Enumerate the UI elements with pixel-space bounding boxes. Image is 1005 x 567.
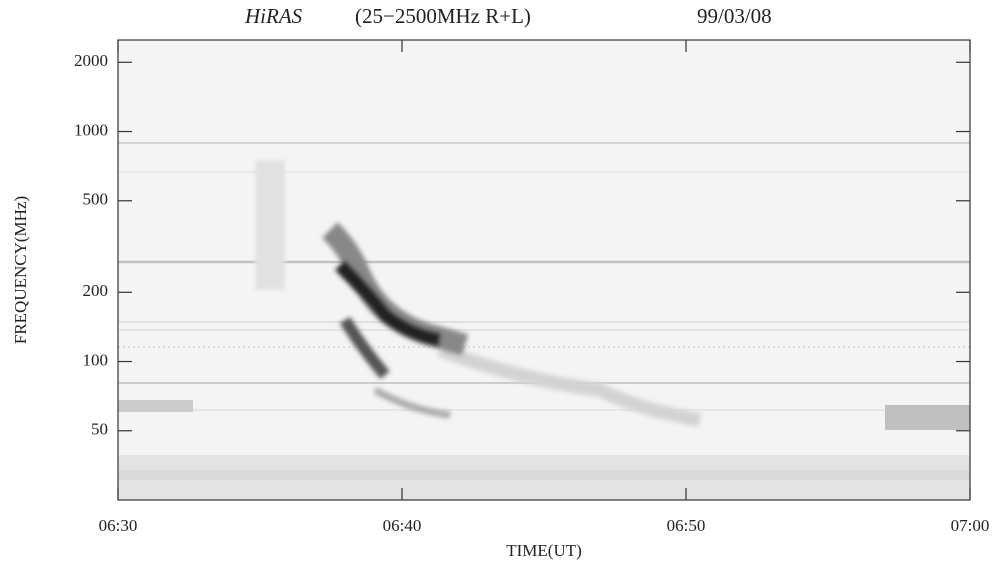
y-tick-label: 50 xyxy=(91,420,108,439)
y-axis-label: FREQUENCY(MHz) xyxy=(11,196,30,344)
chart-title-instrument: HiRAS xyxy=(244,4,303,28)
chart-title-band: (25−2500MHz R+L) xyxy=(355,4,531,28)
y-tick-label: 2000 xyxy=(74,51,108,70)
x-tick-label: 06:40 xyxy=(383,516,422,535)
spectrogram-texture xyxy=(118,142,970,500)
plot-background xyxy=(118,40,970,500)
chart-title-date: 99/03/08 xyxy=(697,4,772,28)
radio-burst xyxy=(322,222,469,419)
x-tick-label: 06:30 xyxy=(99,516,138,535)
y-tick-label: 200 xyxy=(83,281,109,300)
plot-frame xyxy=(117,39,971,501)
x-tick-label: 07:00 xyxy=(951,516,990,535)
y-tick-label: 1000 xyxy=(74,120,108,139)
x-axis-label: TIME(UT) xyxy=(506,541,582,560)
y-tick-label: 100 xyxy=(83,350,109,369)
y-tick-label: 500 xyxy=(83,190,109,209)
x-tick-label: 06:50 xyxy=(667,516,706,535)
